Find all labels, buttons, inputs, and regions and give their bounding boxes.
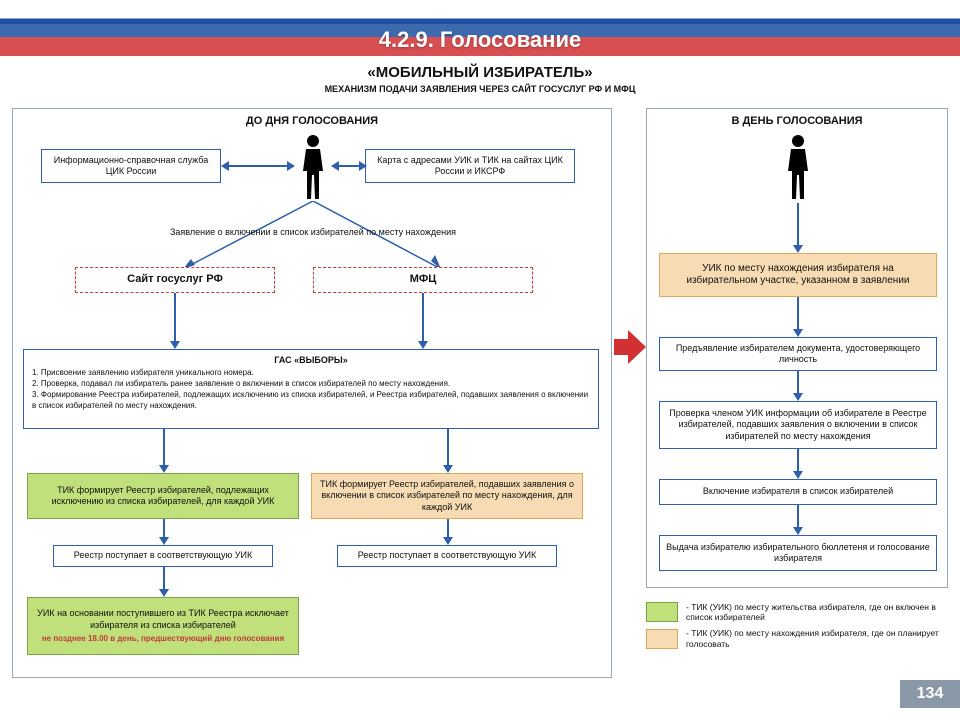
box-right-step4: Включение избирателя в список избирателе…	[659, 479, 937, 505]
arrow-head	[443, 465, 453, 473]
arrow-line	[422, 293, 424, 343]
arrow-head	[793, 393, 803, 401]
voter-icon-right	[781, 133, 815, 203]
box-right-step1: УИК по месту нахождения избирателя на из…	[659, 253, 937, 297]
panel-before-voting: ДО ДНЯ ГОЛОСОВАНИЯ Информационно-справоч…	[12, 108, 612, 678]
box-tik-green: ТИК формирует Реестр избирателей, подлеж…	[27, 473, 299, 519]
legend-swatch-green	[646, 602, 678, 622]
uik-green-main-text: УИК на основании поступившего из ТИК Рее…	[34, 608, 292, 631]
page-title: 4.2.9. Голосование	[0, 24, 960, 56]
arrow-line	[447, 519, 449, 539]
arrow-line	[163, 429, 165, 467]
voter-icon	[296, 133, 330, 203]
arrow-line	[163, 567, 165, 591]
big-red-arrow-icon	[614, 330, 644, 364]
subtitle-mechanism: МЕХАНИЗМ ПОДАЧИ ЗАЯВЛЕНИЯ ЧЕРЕЗ САЙТ ГОС…	[0, 84, 960, 94]
title-bar: 4.2.9. Голосование	[0, 24, 960, 56]
legend: - ТИК (УИК) по месту жительства избирате…	[646, 602, 948, 655]
arrow-head	[793, 527, 803, 535]
box-mfc: МФЦ	[313, 267, 533, 293]
box-reestr-right: Реестр поступает в соответствующую УИК	[337, 545, 557, 567]
page-number: 134	[900, 680, 960, 708]
arrow-line	[223, 165, 291, 167]
arrow-head	[159, 465, 169, 473]
legend-swatch-peach	[646, 629, 678, 649]
arrow-head	[331, 161, 339, 171]
gas-title: ГАС «ВЫБОРЫ»	[32, 354, 590, 366]
arrow-line	[797, 505, 799, 529]
arrow-head	[159, 537, 169, 545]
gas-line-1: 1. Присвоение заявлению избирателя уника…	[32, 368, 590, 379]
arrow-head	[793, 245, 803, 253]
arrow-line	[174, 293, 176, 343]
arrow-head	[170, 341, 180, 349]
legend-text-peach: - ТИК (УИК) по месту нахождения избирате…	[686, 628, 948, 648]
arrow-head	[159, 589, 169, 597]
arrow-head	[287, 161, 295, 171]
legend-row-peach: - ТИК (УИК) по месту нахождения избирате…	[646, 628, 948, 648]
box-right-step3: Проверка членом УИК информации об избира…	[659, 401, 937, 449]
arrow-line	[163, 519, 165, 539]
gas-line-2: 2. Проверка, подавал ли избиратель ранее…	[32, 379, 590, 390]
gas-line-3: 3. Формирование Реестра избирателей, под…	[32, 390, 590, 412]
arrow-head	[793, 329, 803, 337]
box-gosuslugi: Сайт госуслуг РФ	[75, 267, 275, 293]
application-caption: Заявление о включении в список избирател…	[113, 227, 513, 237]
panel-voting-day: В ДЕНЬ ГОЛОСОВАНИЯ УИК по месту нахожден…	[646, 108, 948, 588]
box-map-card: Карта с адресами УИК и ТИК на сайтах ЦИК…	[365, 149, 575, 183]
box-reestr-left: Реестр поступает в соответствующую УИК	[53, 545, 273, 567]
arrow-head	[443, 537, 453, 545]
legend-row-green: - ТИК (УИК) по месту жительства избирате…	[646, 602, 948, 622]
right-column-header: В ДЕНЬ ГОЛОСОВАНИЯ	[647, 115, 947, 127]
arrow-head	[221, 161, 229, 171]
box-info-service: Информационно-справочная служба ЦИК Росс…	[41, 149, 221, 183]
left-column-header: ДО ДНЯ ГОЛОСОВАНИЯ	[13, 115, 611, 127]
arrow-line	[797, 203, 799, 247]
box-right-step5: Выдача избирателю избирательного бюллете…	[659, 535, 937, 571]
arrow-head	[359, 161, 367, 171]
arrow-line	[797, 449, 799, 473]
arrow-line	[797, 371, 799, 395]
box-uik-green-final: УИК на основании поступившего из ТИК Рее…	[27, 597, 299, 655]
arrow-head	[793, 471, 803, 479]
box-right-step2: Предъявление избирателем документа, удос…	[659, 337, 937, 371]
arrow-line	[447, 429, 449, 467]
box-tik-peach: ТИК формирует Реестр избирателей, подавш…	[311, 473, 583, 519]
legend-text-green: - ТИК (УИК) по месту жительства избирате…	[686, 602, 948, 622]
box-gas-vybory: ГАС «ВЫБОРЫ» 1. Присвоение заявлению изб…	[23, 349, 599, 429]
subtitle-main: «МОБИЛЬНЫЙ ИЗБИРАТЕЛЬ»	[0, 64, 960, 81]
uik-green-red-text: не позднее 18.00 в день, предшествующий …	[42, 634, 284, 644]
arrow-line	[797, 297, 799, 331]
arrow-head	[418, 341, 428, 349]
